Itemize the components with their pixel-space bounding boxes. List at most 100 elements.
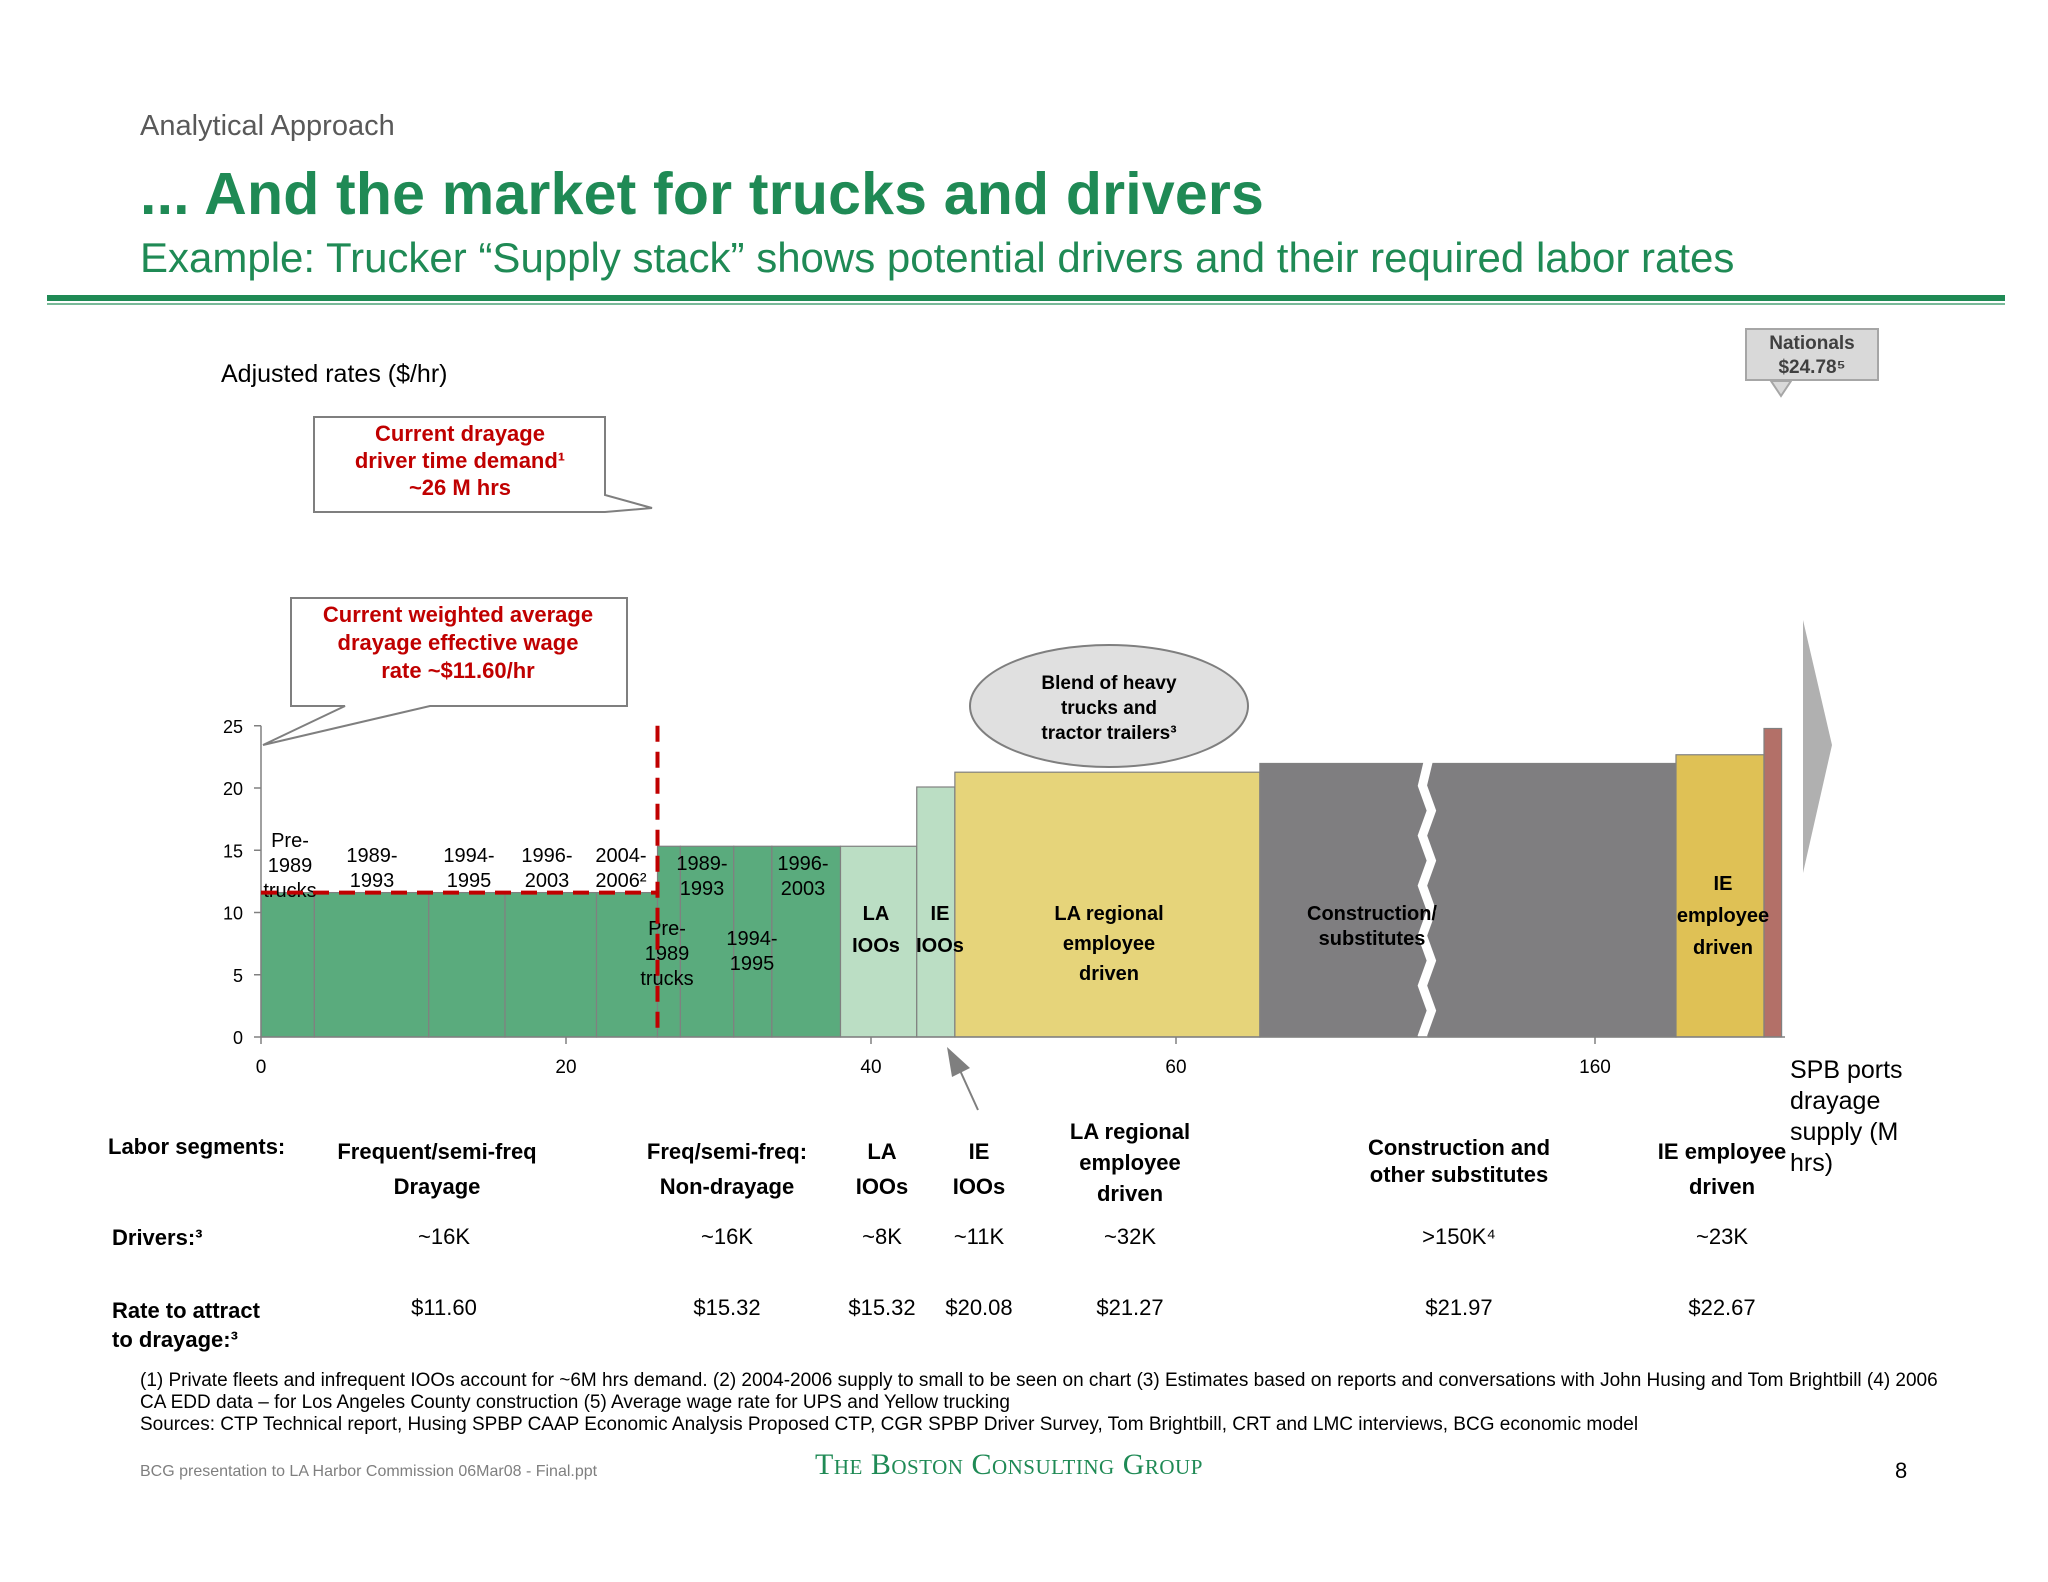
segment-header-0-line: Drayage	[393, 1174, 481, 1199]
segment-header-0: Frequent/semi-freq Drayage	[307, 1134, 567, 1204]
drivers-value-2: ~8K	[782, 1220, 982, 1253]
segment-header-5-line: Construction and	[1367, 1135, 1551, 1160]
y-tick-label-5: 5	[233, 966, 243, 986]
drivers-value-0: ~16K	[344, 1220, 544, 1253]
rate-value-5: $21.97	[1359, 1291, 1559, 1324]
drivers-value-3-line: ~11K	[953, 1224, 1005, 1249]
rate-value-2-line: $15.32	[848, 1295, 916, 1320]
segment-header-4-line: driven	[1096, 1181, 1164, 1206]
x-tick-label-2: 40	[860, 1057, 881, 1078]
segment-header-2-line: IOOs	[855, 1174, 909, 1199]
row-label-rate-line: to drayage:³	[112, 1327, 238, 1352]
segment-label-9: LA IOOs	[852, 903, 900, 957]
segment-header-6-line: IE employee	[1657, 1139, 1787, 1164]
drivers-value-1-line: ~16K	[701, 1224, 753, 1249]
segment-label-4: 2004-2006²	[595, 845, 646, 892]
row-label-rate: Rate to attract to drayage:³	[112, 1296, 260, 1354]
axis-break	[1417, 759, 1437, 1213]
bar-segment-13	[1675, 754, 1765, 1038]
rate-value-0-line: $11.60	[411, 1295, 477, 1320]
blend-ellipse	[969, 644, 1249, 768]
segment-header-3-line: IOOs	[952, 1174, 1006, 1199]
segment-label-10: IE IOOs	[916, 903, 964, 957]
segment-header-6-line: driven	[1688, 1174, 1756, 1199]
nationals-callout: Nationals $24.78⁵	[1745, 328, 1879, 381]
row-label-drivers: Drivers:³	[112, 1225, 202, 1251]
y-tick-label-15: 15	[223, 841, 243, 861]
bar-segment-12	[1259, 762, 1677, 1038]
bar-segment-10	[916, 786, 956, 1038]
direction-arrow	[1803, 620, 1832, 873]
segment-label-7: 1994-1995	[726, 928, 777, 975]
y-tick-label-25: 25	[223, 717, 243, 737]
segment-header-5-line: other substitutes	[1369, 1162, 1549, 1187]
segment-header-5: Construction and other substitutes	[1329, 1134, 1589, 1188]
segment-label-12: Construction/substitutes	[1307, 903, 1437, 950]
bar-segment-1	[313, 891, 430, 1038]
title-rule	[47, 295, 2005, 301]
x-axis-title: SPB ports drayage supply (M hrs)	[1790, 1056, 1903, 1177]
segment-label-8: 1996-2003	[777, 853, 828, 900]
rate-value-3: $20.08	[879, 1291, 1079, 1324]
blend-text: Blend of heavy trucks and tractor trailers…	[1041, 673, 1177, 744]
bar-segment-8	[771, 845, 842, 1038]
segment-header-1-line: Freq/semi-freq:	[646, 1139, 808, 1164]
drivers-value-6: ~23K	[1622, 1220, 1822, 1253]
segment-header-2-line: LA	[867, 1139, 897, 1164]
x-tick-label-4: 160	[1579, 1057, 1611, 1078]
page-title: ... And the market for trucks and driver…	[140, 161, 1265, 227]
sources-text: Sources: CTP Technical report, Husing SP…	[140, 1414, 1639, 1435]
segment-header-1: Freq/semi-freq: Non-drayage	[597, 1134, 857, 1204]
nationals-pointer	[1769, 380, 1793, 398]
kicker: Analytical Approach	[140, 110, 395, 142]
segment-header-4-line: employee	[1079, 1150, 1181, 1175]
row-label-segments: Labor segments:	[108, 1134, 285, 1160]
demand-callout-text: Current drayage driver time demand¹ ~26 M …	[355, 421, 565, 500]
segment-label-5: Pre-1989 trucks	[640, 918, 693, 990]
y-tick-label-20: 20	[223, 779, 243, 799]
drivers-value-2-line: ~8K	[862, 1224, 902, 1249]
segment-label-1: 1989-1993	[346, 845, 397, 892]
rate-value-1-line: $15.32	[693, 1295, 761, 1320]
bar-segment-2	[428, 891, 506, 1038]
segment-label-2: 1994-1995	[443, 845, 494, 892]
row-label-segments-line: Labor segments:	[108, 1134, 286, 1159]
drivers-value-3: ~11K	[879, 1220, 1079, 1253]
y-tick-label-0: 0	[233, 1028, 243, 1048]
rate-value-3-line: $20.08	[945, 1295, 1013, 1320]
row-label-rate-line: Rate to attract	[112, 1298, 260, 1323]
demand-callout-box	[313, 416, 653, 513]
rate-value-0: $11.60	[344, 1291, 544, 1324]
segment-label-3: 1996-2003	[521, 845, 572, 892]
bar-segment-6	[679, 845, 735, 1038]
rate-value-5-line: $21.97	[1425, 1295, 1493, 1320]
drivers-value-5-line: >150K⁴	[1422, 1224, 1496, 1249]
segment-header-0-line: Frequent/semi-freq	[337, 1139, 537, 1164]
nationals-value: $24.78⁵	[1778, 357, 1846, 378]
rate-value-4-line: $21.27	[1096, 1295, 1164, 1320]
segment-header-4: LA regional employee driven	[1000, 1116, 1260, 1209]
rate-value-1: $15.32	[627, 1291, 827, 1324]
x-tick-label-1: 20	[555, 1057, 576, 1078]
bar-segment-7	[733, 845, 773, 1038]
drivers-value-4: ~32K	[1030, 1220, 1230, 1253]
segment-header-3: IE IOOs	[849, 1134, 1109, 1204]
segment-header-4-line: LA regional	[1069, 1119, 1191, 1144]
bar-segment-0	[260, 891, 315, 1038]
segment-header-2: LA IOOs	[752, 1134, 1012, 1204]
ie-ioo-arrow-line	[957, 1065, 979, 1111]
page-number: 8	[1895, 1458, 1908, 1483]
segment-label-11: LA regional employee driven	[1054, 903, 1163, 985]
wage-callout-text: Current weighted average drayage effectiv…	[323, 602, 593, 683]
footnotes: (1) Private fleets and infrequent IOOs a…	[140, 1370, 1940, 1436]
y-tick-label-10: 10	[223, 904, 243, 924]
row-label-drivers-line: Drivers:³	[112, 1225, 203, 1250]
segment-header-3-line: IE	[968, 1139, 990, 1164]
rate-value-4: $21.27	[1030, 1291, 1230, 1324]
segment-header-1-line: Non-drayage	[659, 1174, 795, 1199]
title-rule-thin	[47, 303, 2005, 305]
footer-filename: BCG presentation to LA Harbor Commission…	[140, 1463, 598, 1480]
footnote-text: (1) Private fleets and infrequent IOOs a…	[140, 1370, 1938, 1413]
drivers-value-4-line: ~32K	[1104, 1224, 1156, 1249]
